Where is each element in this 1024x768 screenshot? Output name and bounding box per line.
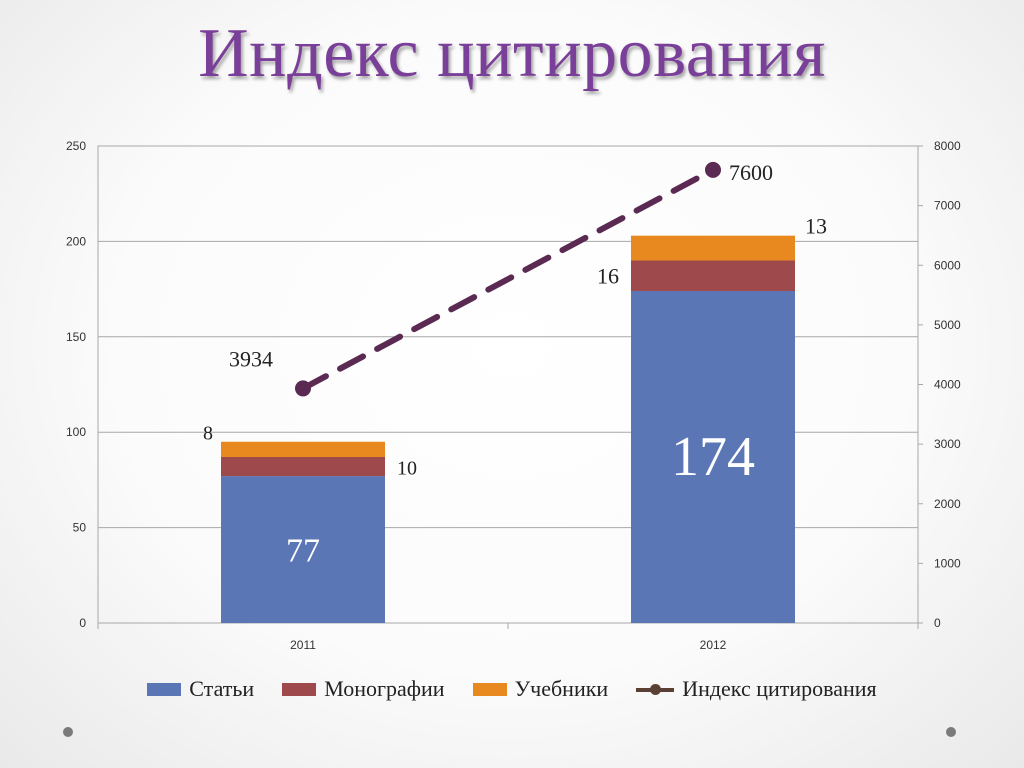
y2-tick-label: 3000 [934, 437, 961, 451]
y2-tick-label: 5000 [934, 318, 961, 332]
y-tick-label: 200 [66, 234, 86, 248]
x-tick-label: 2011 [290, 638, 316, 652]
chart-legend: Статьи Монографии Учебники Индекс цитиро… [0, 676, 1024, 702]
data-label: 10 [397, 458, 417, 480]
data-label: 13 [805, 214, 827, 239]
legend-label-citation-index: Индекс цитирования [682, 676, 877, 701]
y-tick-label: 0 [79, 616, 86, 630]
legend-label-textbooks: Учебники [514, 676, 609, 701]
data-label: 174 [671, 426, 755, 488]
data-label: 8 [203, 423, 213, 445]
x-tick-label: 2012 [700, 638, 727, 652]
citation-index-point [295, 380, 311, 397]
bottom-right-dot [946, 727, 956, 737]
y2-tick-label: 8000 [934, 139, 961, 153]
legend-swatch-monographs [282, 682, 317, 696]
citation-index-point [705, 161, 721, 178]
legend-item-articles: Статьи [147, 676, 254, 702]
slide-title: Индекс цитирования [198, 15, 826, 92]
y2-tick-label: 4000 [934, 378, 961, 392]
bar-textbooks-2012 [631, 235, 795, 261]
data-label: 16 [597, 264, 619, 289]
bottom-left-dot [63, 727, 73, 737]
bar-monographs-2012 [631, 260, 795, 292]
bar-textbooks-2011 [221, 441, 385, 458]
y-tick-label: 50 [73, 521, 87, 535]
legend-swatch-articles [147, 682, 182, 696]
legend-label-articles: Статьи [189, 676, 255, 701]
data-label: 3934 [229, 346, 273, 371]
y2-tick-label: 0 [934, 616, 941, 630]
y-tick-label: 100 [66, 425, 86, 439]
legend-label-monographs: Монографии [324, 676, 445, 701]
y2-tick-label: 2000 [934, 497, 961, 511]
y2-tick-label: 1000 [934, 556, 961, 570]
y2-tick-label: 6000 [934, 258, 961, 272]
y-tick-label: 250 [66, 139, 86, 153]
y-tick-label: 150 [66, 330, 86, 344]
legend-line-citation-index [636, 683, 675, 696]
bar-articles-2011 [221, 476, 385, 623]
legend-item-textbooks: Учебники [472, 676, 609, 702]
legend-item-citation-index: Индекс цитирования [636, 676, 877, 702]
legend-item-monographs: Монографии [282, 676, 445, 702]
legend-swatch-textbooks [472, 682, 507, 696]
data-label: 7600 [729, 160, 773, 185]
y2-tick-label: 7000 [934, 199, 961, 213]
bar-articles-2012 [631, 291, 795, 623]
data-label: 77 [286, 533, 320, 570]
bar-monographs-2011 [221, 457, 385, 477]
citation-index-line [300, 166, 716, 392]
